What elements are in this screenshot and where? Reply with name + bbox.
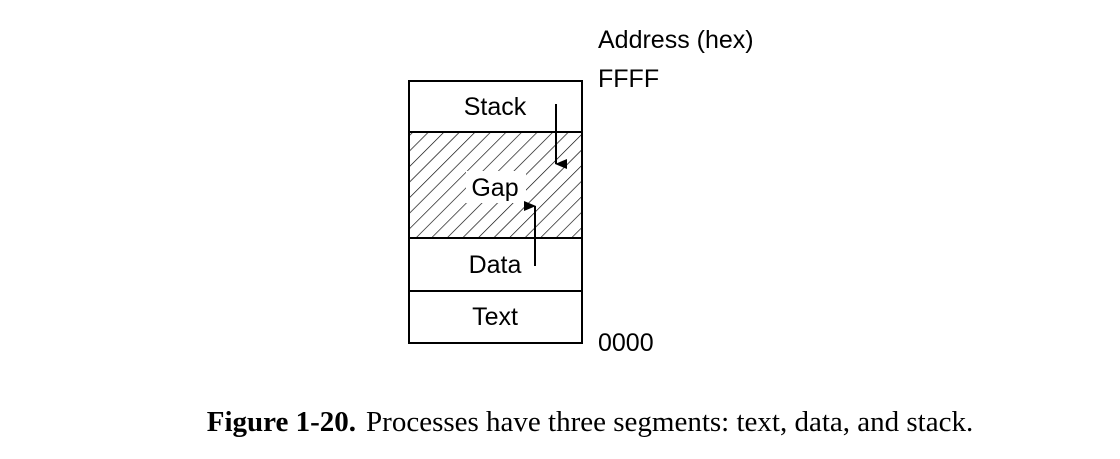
figure-caption: Figure 1-20. Processes have three segment… (0, 406, 1120, 439)
text-label: Text (472, 303, 518, 331)
address-top: FFFF (598, 65, 659, 93)
figure-caption-text: Processes have three segments: text, dat… (366, 406, 974, 438)
stack-label: Stack (464, 93, 527, 121)
figure-number: Figure 1-20. (206, 406, 357, 438)
address-header: Address (hex) (598, 26, 754, 54)
gap-label: Gap (471, 174, 518, 202)
gap-label-background (466, 171, 526, 203)
address-bottom: 0000 (598, 329, 654, 357)
text-segment (408, 290, 583, 344)
data-label: Data (469, 251, 522, 279)
